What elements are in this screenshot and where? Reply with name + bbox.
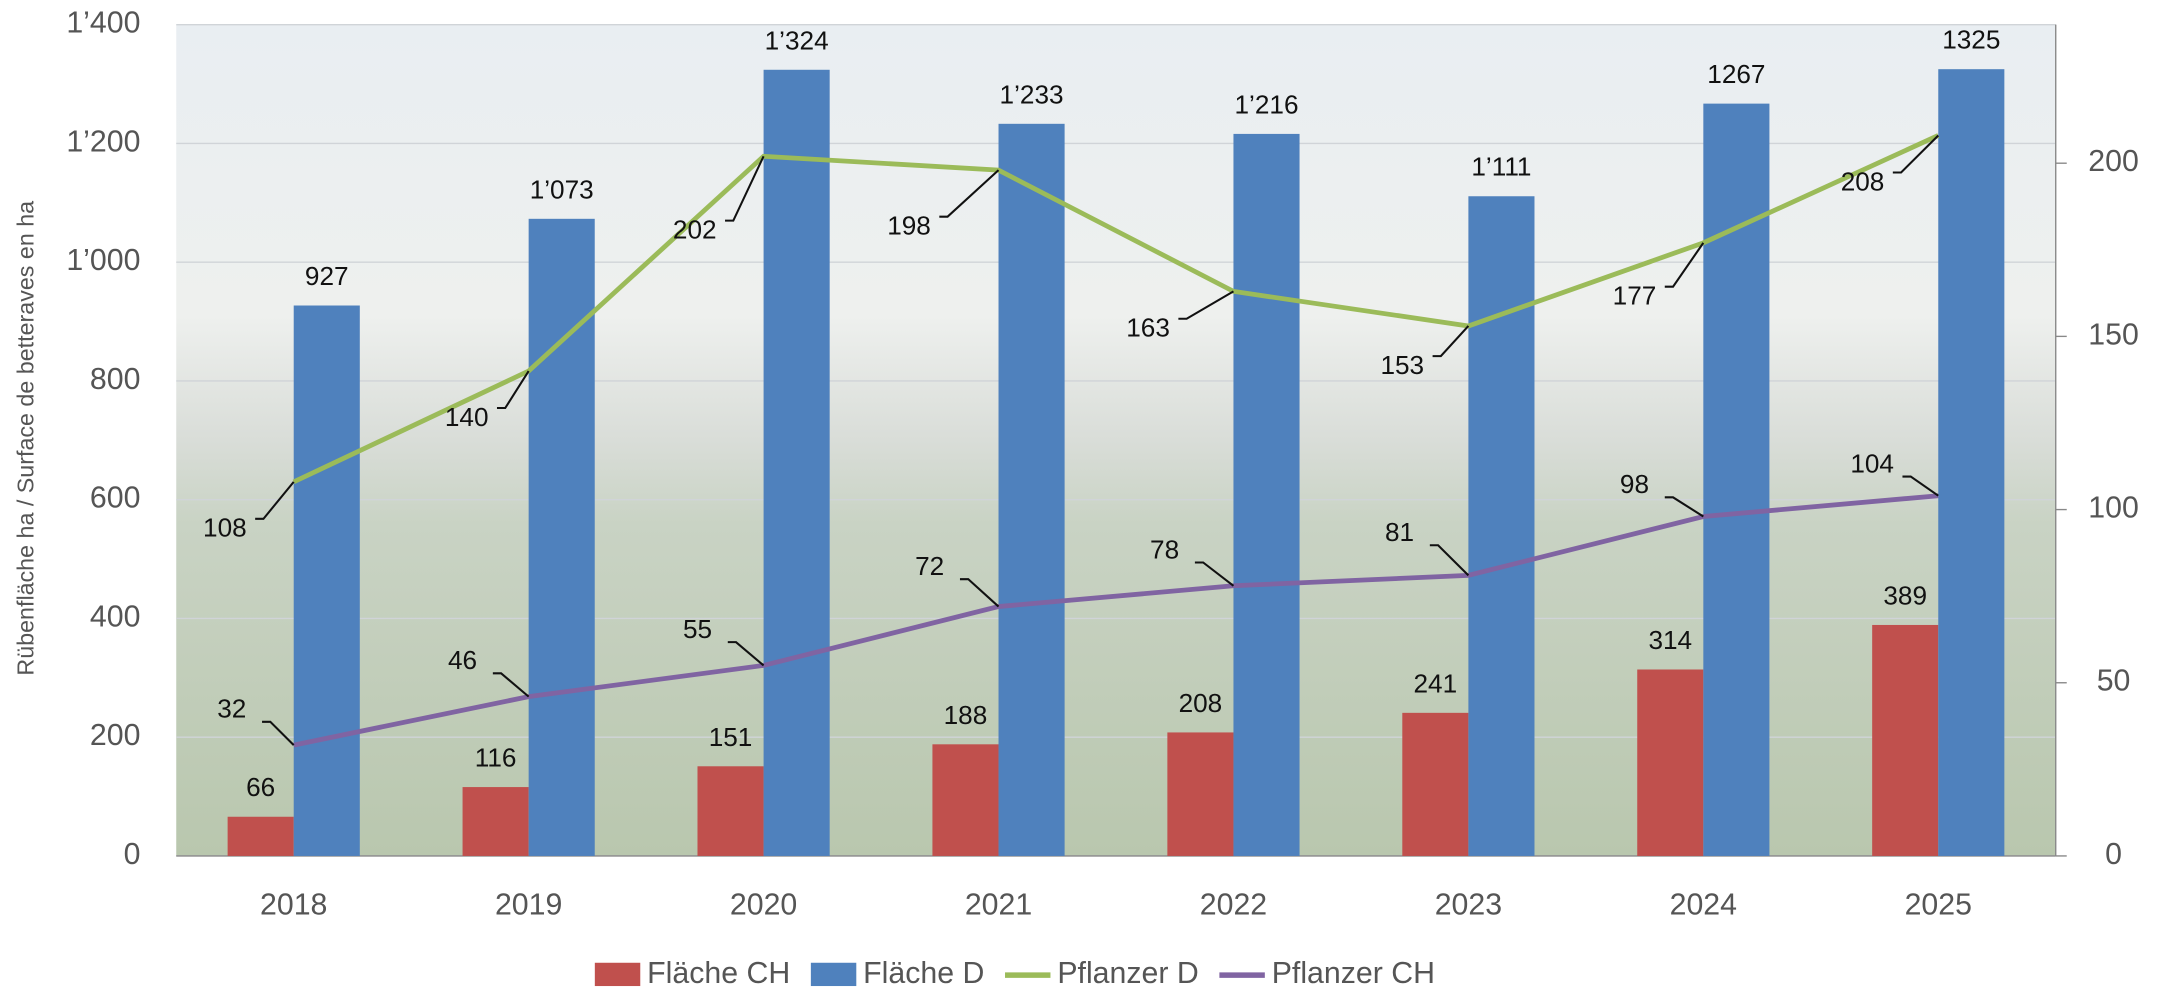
data-label: 1’111 xyxy=(1471,152,1531,182)
y-tick-label: 1’200 xyxy=(66,125,140,158)
bar xyxy=(697,766,764,856)
data-label: 208 xyxy=(1179,688,1223,718)
data-label: 66 xyxy=(246,772,275,802)
y-axis-label: Rübenfläche ha / Surface de betteraves e… xyxy=(13,201,39,676)
y-tick-label: 200 xyxy=(90,719,141,752)
leader-line xyxy=(1892,134,1939,174)
data-label: 151 xyxy=(709,722,753,752)
x-tick-label: 2022 xyxy=(1200,889,1267,922)
plot-background xyxy=(176,24,2056,856)
legend-label: Fläche CH xyxy=(647,957,790,990)
data-label: 927 xyxy=(305,261,349,291)
data-label: 72 xyxy=(915,551,944,581)
y2-tick-label: 200 xyxy=(2088,145,2139,178)
data-label: 32 xyxy=(217,694,246,724)
data-label: 198 xyxy=(887,211,931,241)
x-tick-label: 2023 xyxy=(1435,889,1502,922)
bar xyxy=(1167,732,1234,856)
line xyxy=(292,133,1940,485)
data-label: 1’073 xyxy=(530,174,594,204)
y-tick-label: 400 xyxy=(90,600,141,633)
data-label: 1325 xyxy=(1942,25,2000,55)
leader-line xyxy=(1429,544,1470,577)
y-tick-label: 1’000 xyxy=(66,244,140,277)
leader-line xyxy=(1178,290,1234,320)
x-tick-label: 2018 xyxy=(260,889,327,922)
bar xyxy=(227,816,294,856)
line xyxy=(293,493,1939,748)
data-label: 202 xyxy=(673,215,717,245)
bar xyxy=(1233,133,1300,856)
legend-swatch xyxy=(594,962,641,987)
data-label: 104 xyxy=(1850,449,1894,479)
bar xyxy=(1402,712,1469,856)
leader-line xyxy=(492,672,530,698)
data-label: 81 xyxy=(1385,517,1414,547)
data-label: 1267 xyxy=(1707,59,1765,89)
bar xyxy=(528,218,595,856)
y2-tick-label: 100 xyxy=(2088,492,2139,525)
y-tick-label: 0 xyxy=(124,838,141,871)
x-tick-label: 2021 xyxy=(965,889,1032,922)
leader-line xyxy=(1432,325,1470,358)
data-label: 108 xyxy=(203,513,247,543)
x-tick-label: 2024 xyxy=(1670,889,1737,922)
data-label: 55 xyxy=(683,614,712,644)
data-label: 177 xyxy=(1613,281,1657,311)
bar xyxy=(998,123,1065,856)
bar xyxy=(1938,69,2005,856)
legend-label: Fläche D xyxy=(863,957,984,990)
leader-line xyxy=(727,641,765,667)
y-tick-label: 800 xyxy=(90,363,141,396)
data-label: 46 xyxy=(448,645,477,675)
data-label: 153 xyxy=(1380,350,1424,380)
bar xyxy=(462,787,529,856)
y2-tick-label: 50 xyxy=(2097,665,2131,698)
data-label: 389 xyxy=(1883,581,1927,611)
data-label: 1’324 xyxy=(765,25,829,55)
data-label: 78 xyxy=(1150,534,1179,564)
data-label: 116 xyxy=(475,743,517,773)
leader-line xyxy=(255,481,295,520)
y-tick-label: 1’400 xyxy=(66,7,140,40)
data-label: 140 xyxy=(445,402,489,432)
leader-line xyxy=(725,155,765,222)
data-label: 98 xyxy=(1620,469,1649,499)
leader-line xyxy=(1664,242,1705,288)
x-tick-label: 2025 xyxy=(1905,889,1972,922)
bar xyxy=(1637,669,1704,856)
bar xyxy=(1468,196,1535,856)
y2-tick-label: 150 xyxy=(2088,318,2139,351)
bar xyxy=(293,305,360,856)
leader-line xyxy=(959,578,1000,608)
legend-label: Pflanzer CH xyxy=(1272,957,1435,990)
bar xyxy=(1872,624,1939,856)
data-label: 1’233 xyxy=(1000,79,1064,109)
data-label: 1’216 xyxy=(1235,89,1299,119)
legend-label: Pflanzer D xyxy=(1057,957,1198,990)
data-label: 163 xyxy=(1126,313,1170,343)
legend-swatch xyxy=(810,962,857,987)
data-label: 314 xyxy=(1648,625,1692,655)
leader-line xyxy=(939,169,1000,218)
bar xyxy=(932,744,999,856)
leader-line xyxy=(1194,561,1235,587)
leader-line xyxy=(1664,496,1704,518)
leader-line xyxy=(262,720,295,746)
bar xyxy=(763,69,830,856)
y2-tick-label: 0 xyxy=(2105,838,2122,871)
data-label: 188 xyxy=(944,700,988,730)
y-tick-label: 600 xyxy=(90,482,141,515)
data-label: 241 xyxy=(1414,668,1458,698)
x-tick-label: 2019 xyxy=(495,889,562,922)
data-label: 208 xyxy=(1841,166,1885,196)
leader-line xyxy=(1902,475,1939,497)
x-tick-label: 2020 xyxy=(730,889,797,922)
leader-line xyxy=(496,370,530,410)
